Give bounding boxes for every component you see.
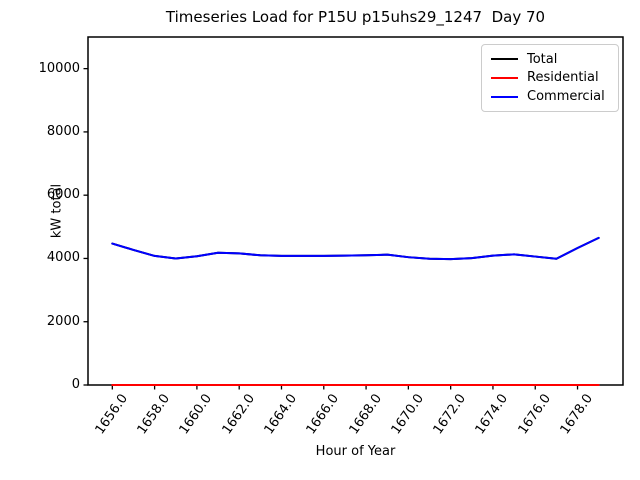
legend-item-total: Total [491,52,609,67]
y-tick-label: 2000 [46,313,80,329]
y-tick-label: 0 [71,377,80,392]
legend-line-swatch [491,95,518,98]
x-axis-label: Hour of Year [315,444,396,459]
legend-item-residential: Residential [491,70,609,85]
legend-label: Commercial [527,89,605,105]
series-line-commercial [111,236,600,261]
y-tick-label: 10000 [38,60,80,76]
chart-title: Timeseries Load for P15U p15uhs29_1247 D… [165,8,546,26]
y-tick-label: 8000 [46,123,80,139]
legend-item-commercial: Commercial [491,89,609,104]
legend-box: Total Residential Commercial [481,44,619,112]
legend-line-swatch [491,76,518,79]
legend-label: Residential [527,70,599,86]
legend-line-swatch [491,58,518,61]
y-tick-label: 4000 [46,250,80,266]
y-tick-label: 6000 [46,187,80,203]
legend-label: Total [527,51,558,67]
